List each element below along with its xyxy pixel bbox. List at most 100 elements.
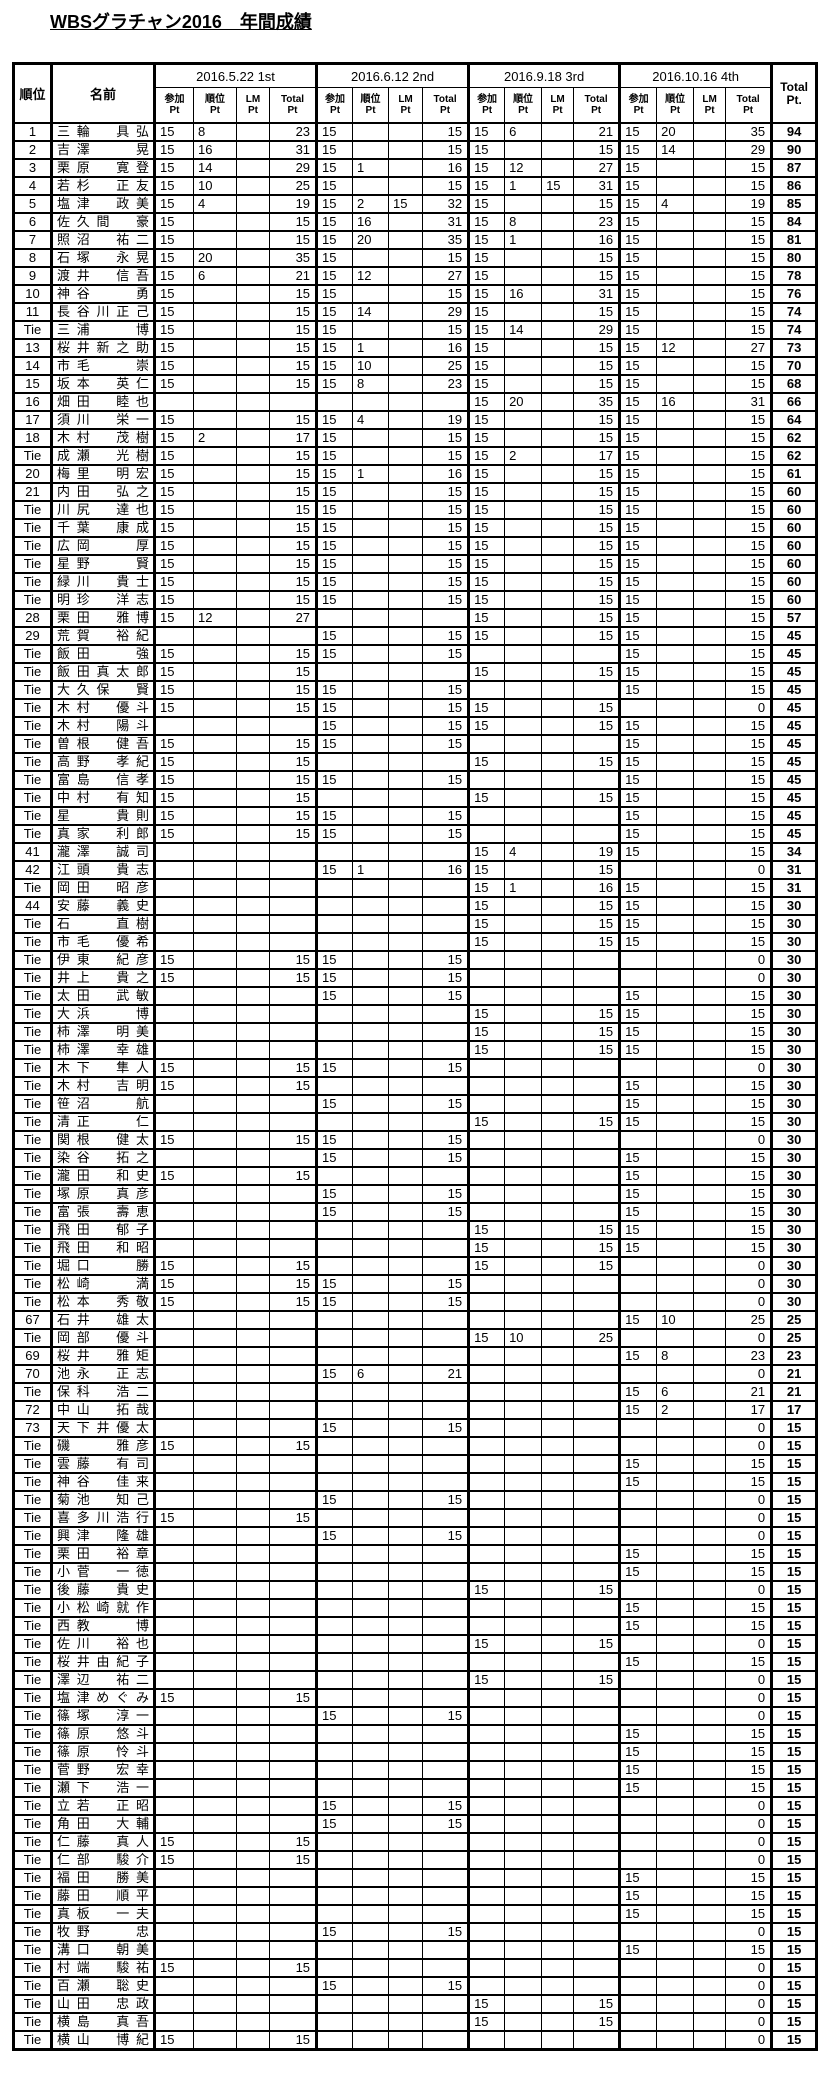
round3-total-pt-cell: 15 (573, 482, 621, 502)
round3-lm-pt-cell (541, 392, 575, 412)
header-round-3: 2016.9.18 3rd (467, 63, 621, 88)
grand-total-cell: 15 (770, 1526, 818, 1546)
round4-total-pt-cell: 0 (725, 1580, 773, 1600)
round3-lm-pt-cell (541, 1238, 575, 1258)
rank-cell: 2 (13, 140, 52, 160)
round4-entry-pt-cell: 15 (618, 536, 658, 556)
round1-rank-pt-cell (193, 734, 237, 754)
round2-total-pt-cell: 29 (422, 302, 470, 322)
round2-rank-pt-cell (352, 1652, 390, 1672)
round4-total-pt-cell: 15 (725, 176, 773, 196)
round3-entry-pt-cell: 15 (467, 590, 506, 610)
round3-entry-pt-cell (467, 1202, 506, 1222)
round4-total-pt-cell: 15 (725, 986, 773, 1006)
round2-entry-pt-cell (315, 1832, 354, 1852)
round2-lm-pt-cell (388, 410, 424, 430)
round3-total-pt-cell: 15 (573, 428, 621, 448)
table-row: Tie 飯田真太郎 15 15 15 15 15 15 45 (13, 662, 818, 682)
name-cell: 塚原 真彦 (50, 1184, 155, 1204)
round2-lm-pt-cell (388, 2030, 424, 2051)
round1-lm-pt-cell (236, 1868, 270, 1888)
round3-total-pt-cell: 15 (573, 1022, 621, 1042)
round4-lm-pt-cell (693, 140, 727, 160)
grand-total-cell: 84 (770, 212, 818, 232)
round4-lm-pt-cell (693, 680, 727, 700)
round2-lm-pt-cell (388, 1598, 424, 1618)
round1-rank-pt-cell (193, 770, 237, 790)
round4-entry-pt-cell (618, 1850, 658, 1870)
round3-entry-pt-cell: 15 (467, 140, 506, 160)
round3-rank-pt-cell (504, 1760, 543, 1780)
round4-lm-pt-cell (693, 878, 727, 898)
round2-lm-pt-cell (388, 374, 424, 394)
round2-rank-pt-cell (352, 1706, 390, 1726)
table-row: 13 桜井新之助 15 15 15 1 16 15 15 15 12 27 73 (13, 338, 818, 358)
round4-rank-pt-cell (656, 1742, 695, 1762)
round3-entry-pt-cell: 15 (467, 482, 506, 502)
round2-lm-pt-cell (388, 896, 424, 916)
round1-lm-pt-cell (236, 716, 270, 736)
round2-rank-pt-cell: 20 (352, 230, 390, 250)
round2-total-pt-cell: 15 (422, 950, 470, 970)
round3-total-pt-cell: 15 (573, 1004, 621, 1024)
round3-total-pt-cell: 15 (573, 1238, 621, 1258)
table-row: Tie 富島 信孝 15 15 15 15 15 15 45 (13, 770, 818, 790)
rank-cell: Tie (13, 824, 52, 844)
round4-rank-pt-cell: 2 (656, 1400, 695, 1420)
round3-total-pt-cell (573, 1706, 621, 1726)
round4-total-pt-cell: 15 (725, 1094, 773, 1114)
round2-rank-pt-cell: 2 (352, 194, 390, 214)
round1-entry-pt-cell: 15 (153, 1508, 194, 1528)
round3-rank-pt-cell (504, 1094, 543, 1114)
round4-lm-pt-cell (693, 1418, 727, 1438)
round3-total-pt-cell (573, 1850, 621, 1870)
header-sub-line: Pt (248, 105, 258, 116)
round4-lm-pt-cell (693, 1004, 727, 1024)
round3-lm-pt-cell (541, 194, 575, 214)
name-cell: 池永 正志 (50, 1364, 155, 1384)
table-row: 20 梅里 明宏 15 15 15 1 16 15 15 15 15 61 (13, 464, 818, 484)
round4-lm-pt-cell (693, 1454, 727, 1474)
round4-lm-pt-cell (693, 1472, 727, 1492)
round2-total-pt-cell: 15 (422, 518, 470, 538)
round4-rank-pt-cell (656, 1436, 695, 1456)
round2-total-pt-cell: 15 (422, 1274, 470, 1294)
round3-lm-pt-cell (541, 1184, 575, 1204)
round3-lm-pt-cell (541, 446, 575, 466)
round3-total-pt-cell: 15 (573, 266, 621, 286)
round2-rank-pt-cell (352, 1166, 390, 1186)
round4-rank-pt-cell (656, 1238, 695, 1258)
round3-rank-pt-cell (504, 1886, 543, 1906)
round2-rank-pt-cell (352, 698, 390, 718)
round2-lm-pt-cell (388, 1436, 424, 1456)
name-cell: 塩津 政美 (50, 194, 155, 214)
round4-lm-pt-cell (693, 482, 727, 502)
round1-entry-pt-cell (153, 716, 194, 736)
round4-rank-pt-cell: 6 (656, 1382, 695, 1402)
round1-rank-pt-cell (193, 1796, 237, 1816)
header-total: Total Pt. (770, 63, 818, 124)
round1-entry-pt-cell (153, 392, 194, 412)
round3-total-pt-cell: 21 (573, 122, 621, 142)
round3-entry-pt-cell (467, 1616, 506, 1636)
round4-total-pt-cell: 0 (725, 698, 773, 718)
round1-lm-pt-cell (236, 1328, 270, 1348)
rank-cell: 67 (13, 1310, 52, 1330)
round2-entry-pt-cell (315, 1472, 354, 1492)
round2-entry-pt-cell (315, 1652, 354, 1672)
name-cell: 仁藤 真人 (50, 1832, 155, 1852)
round1-rank-pt-cell (193, 1814, 237, 1834)
round4-total-pt-cell: 0 (725, 1508, 773, 1528)
round3-total-pt-cell: 15 (573, 698, 621, 718)
round1-total-pt-cell (268, 1904, 318, 1924)
name-cell: 坂本 英仁 (50, 374, 155, 394)
round3-entry-pt-cell: 15 (467, 122, 506, 142)
name-cell: 木下 隼人 (50, 1058, 155, 1078)
round3-rank-pt-cell (504, 1004, 543, 1024)
round3-rank-pt-cell: 8 (504, 212, 543, 232)
round4-total-pt-cell: 15 (725, 1868, 773, 1888)
round1-lm-pt-cell (236, 680, 270, 700)
round2-lm-pt-cell: 15 (388, 194, 424, 214)
round1-entry-pt-cell: 15 (153, 770, 194, 790)
round3-total-pt-cell: 35 (573, 392, 621, 412)
